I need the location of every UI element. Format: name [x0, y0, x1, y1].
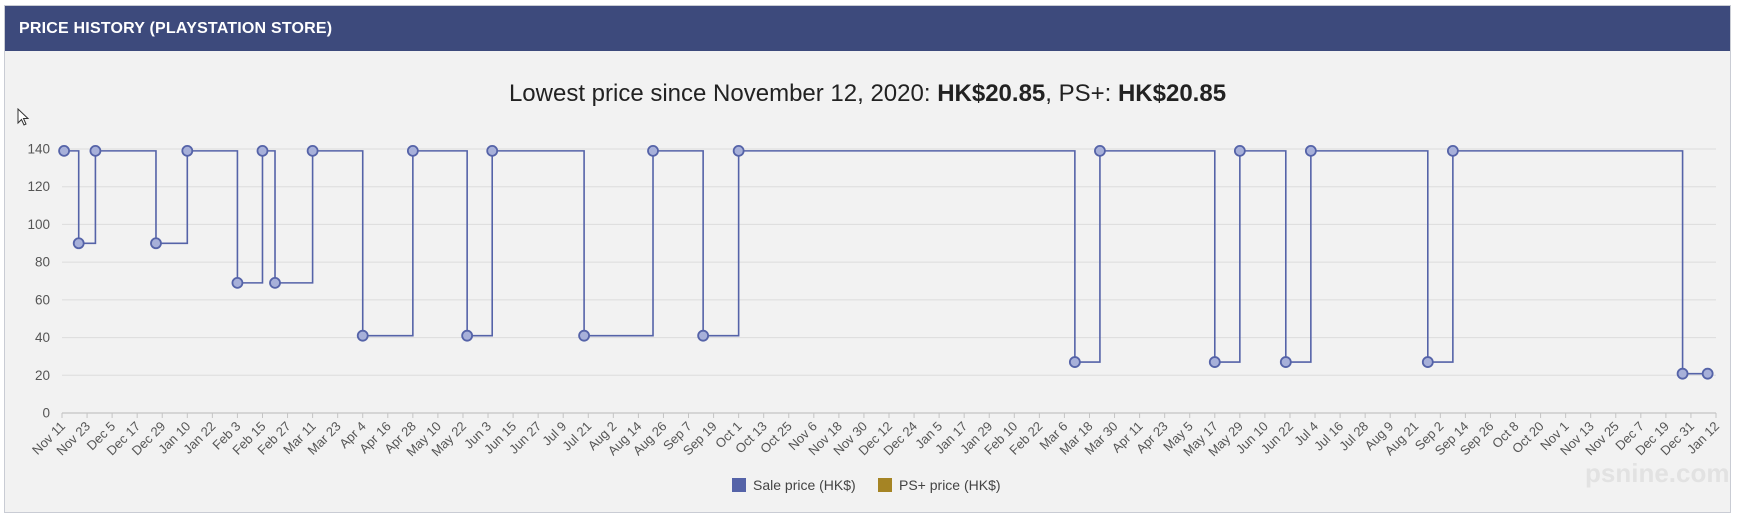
sale-price-point [697, 329, 710, 342]
sale-price-point [1233, 144, 1246, 157]
watermark-text: psnine.com [1585, 458, 1730, 488]
sale-price-point [231, 276, 244, 289]
sale-price-point [72, 237, 85, 250]
legend-ps-plus-label: PS+ price (HK$) [899, 477, 1001, 493]
sale-price-point [647, 144, 659, 157]
sale-price-point [1279, 356, 1292, 368]
sale-price-point [1446, 144, 1459, 157]
legend-sale-label: Sale price (HK$) [753, 477, 856, 493]
sale-price-point [356, 329, 369, 342]
summary-prefix: Lowest price since November 12, 2020: [508, 80, 938, 107]
ps-plus-price-value: HK$20.85 [1117, 80, 1227, 107]
y-tick-label: 40 [35, 330, 50, 345]
sale-price-point [1304, 144, 1317, 157]
x-tick-label: Jul 21 [559, 419, 594, 454]
lowest-price-summary: Lowest price since November 12, 2020: HK… [5, 80, 1730, 108]
sale-price-point [1094, 144, 1106, 157]
sale-price-point [461, 329, 474, 342]
sale-price-point [269, 276, 281, 289]
sale-price-point [89, 144, 102, 157]
panel-title: PRICE HISTORY (PLAYSTATION STORE) [19, 20, 333, 37]
legend-ps-plus-swatch [878, 478, 892, 492]
sale-price-point [1208, 356, 1221, 368]
sale-price-point [58, 144, 70, 157]
sale-price-point [486, 144, 499, 157]
mouse-cursor-icon [17, 108, 30, 126]
sale-price-point [150, 237, 162, 250]
price-history-panel: PRICE HISTORY (PLAYSTATION STORE) Lowest… [4, 5, 1731, 513]
sale-price-point [1421, 356, 1434, 368]
sale-price-point [181, 144, 194, 157]
x-tick-label: Jul 28 [1336, 419, 1371, 454]
sale-price-point [306, 144, 319, 157]
sale-price-point [732, 144, 745, 157]
y-tick-label: 20 [35, 368, 50, 383]
sale-price-point [256, 144, 269, 157]
y-tick-label: 100 [27, 217, 50, 232]
legend-sale-swatch [732, 478, 746, 492]
ps-plus-prefix: , PS+: [1045, 80, 1118, 107]
y-tick-label: 140 [27, 142, 50, 157]
y-tick-label: 120 [27, 179, 50, 194]
lowest-price-value: HK$20.85 [937, 80, 1046, 107]
sale-price-point [578, 329, 590, 342]
sale-price-line [64, 150, 1708, 375]
panel-header: PRICE HISTORY (PLAYSTATION STORE) [5, 6, 1730, 51]
sale-price-point [1676, 367, 1689, 380]
sale-price-point [1068, 356, 1081, 368]
sale-price-point [1701, 367, 1714, 380]
y-tick-label: 0 [42, 406, 50, 421]
y-tick-label: 60 [35, 292, 50, 307]
sale-price-point [406, 144, 419, 157]
y-tick-label: 80 [35, 255, 50, 270]
